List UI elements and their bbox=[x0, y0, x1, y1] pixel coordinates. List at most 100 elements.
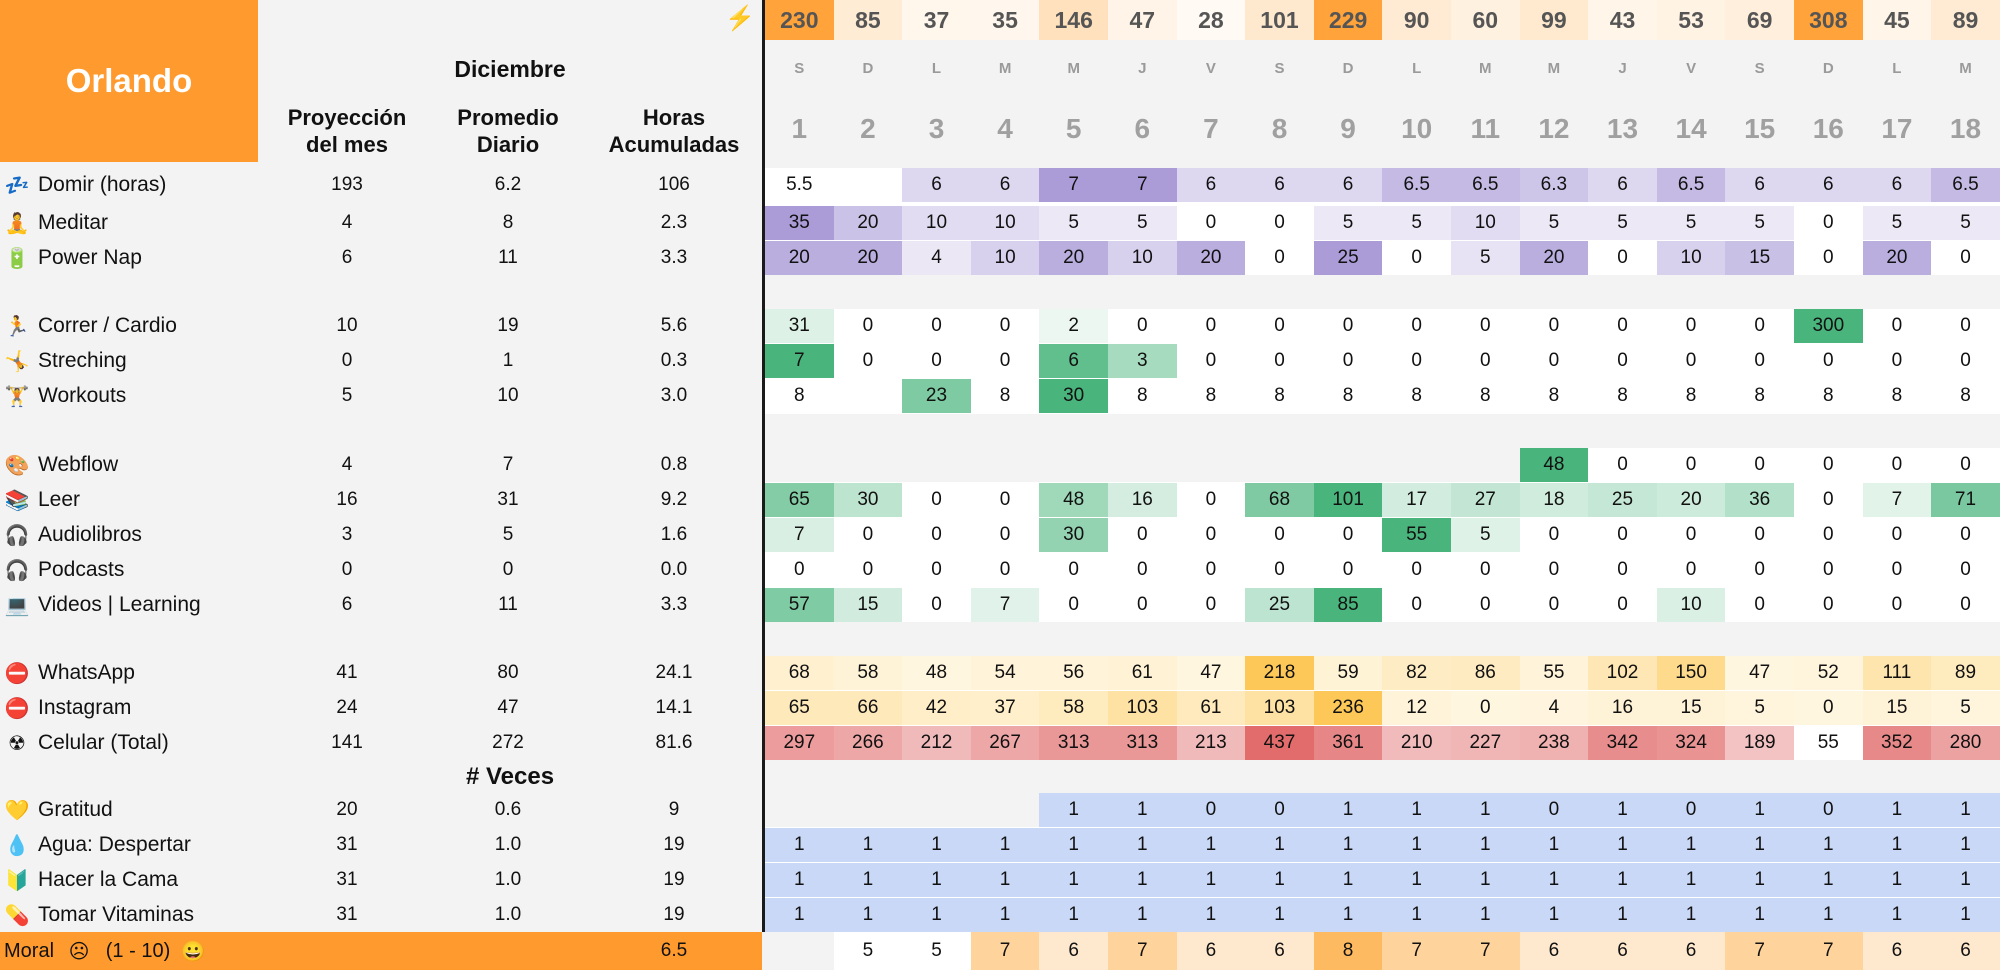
habit-cell[interactable] bbox=[765, 448, 834, 482]
habit-cell[interactable]: 0 bbox=[1108, 553, 1177, 587]
habit-cell[interactable]: 1 bbox=[765, 828, 834, 862]
daily-total-cell[interactable]: 308 bbox=[1794, 0, 1863, 40]
habit-cell[interactable]: 1 bbox=[970, 898, 1040, 932]
habit-cell[interactable]: 8 bbox=[1588, 379, 1657, 413]
habit-cell[interactable]: 1 bbox=[1313, 828, 1383, 862]
habit-cell[interactable] bbox=[1245, 448, 1314, 482]
habit-cell[interactable]: 5 bbox=[1519, 206, 1589, 240]
habit-cell[interactable]: 0 bbox=[970, 553, 1040, 587]
daily-average-value[interactable]: 19 bbox=[497, 315, 519, 336]
moral-cell[interactable]: 6 bbox=[1656, 932, 1726, 970]
habit-cell[interactable] bbox=[970, 448, 1040, 482]
user-name[interactable]: Orlando bbox=[65, 62, 193, 99]
projection-value[interactable]: 10 bbox=[336, 315, 358, 336]
habit-cell[interactable]: 10 bbox=[902, 206, 971, 240]
daily-average-value[interactable]: 0 bbox=[502, 559, 514, 580]
habit-cell[interactable]: 6 bbox=[1588, 168, 1657, 202]
habit-cell[interactable]: 8 bbox=[1656, 379, 1726, 413]
habit-cell[interactable]: 0 bbox=[1176, 206, 1246, 240]
habit-cell[interactable]: 6 bbox=[1039, 344, 1108, 378]
habit-cell[interactable]: 55 bbox=[1382, 518, 1451, 552]
habit-cell[interactable]: 23 bbox=[902, 379, 971, 413]
habit-cell[interactable]: 1 bbox=[833, 828, 903, 862]
habit-cell[interactable]: 20 bbox=[1656, 483, 1726, 517]
habit-cell[interactable]: 6 bbox=[1862, 168, 1932, 202]
habit-cell[interactable]: 227 bbox=[1451, 726, 1520, 760]
daily-total-cell[interactable]: 69 bbox=[1725, 0, 1794, 40]
habit-cell[interactable]: 0 bbox=[1519, 309, 1589, 343]
habit-cell[interactable]: 86 bbox=[1451, 656, 1520, 690]
accumulated-value[interactable]: 0.0 bbox=[660, 559, 688, 580]
row-label[interactable]: Hacer la Cama bbox=[38, 868, 179, 891]
habit-cell[interactable]: 20 bbox=[1039, 241, 1108, 275]
daily-total-cell[interactable]: 37 bbox=[902, 0, 971, 40]
habit-cell[interactable]: 0 bbox=[902, 553, 971, 587]
habit-cell[interactable]: 0 bbox=[1382, 309, 1451, 343]
row-label[interactable]: Tomar Vitaminas bbox=[38, 903, 195, 926]
habit-cell[interactable]: 20 bbox=[1519, 241, 1589, 275]
habit-cell[interactable]: 5 bbox=[1931, 206, 2000, 240]
projection-value[interactable]: 3 bbox=[341, 524, 353, 545]
moral-cell[interactable]: 6 bbox=[1176, 932, 1246, 970]
habit-cell[interactable]: 1 bbox=[1794, 863, 1863, 897]
habit-cell[interactable]: 0 bbox=[1245, 309, 1314, 343]
habit-cell[interactable]: 20 bbox=[833, 241, 903, 275]
habit-cell[interactable]: 102 bbox=[1588, 656, 1657, 690]
accumulated-value[interactable]: 9.2 bbox=[660, 489, 688, 510]
habit-cell[interactable]: 103 bbox=[1108, 691, 1177, 725]
habit-cell[interactable]: 10 bbox=[1656, 588, 1726, 622]
habit-cell[interactable]: 1 bbox=[1794, 828, 1863, 862]
habit-cell[interactable]: 1 bbox=[1039, 793, 1108, 827]
projection-value[interactable]: 6 bbox=[341, 594, 353, 615]
habit-cell[interactable]: 0 bbox=[1862, 309, 1932, 343]
habit-cell[interactable]: 5 bbox=[1862, 206, 1932, 240]
habit-cell[interactable]: 10 bbox=[970, 206, 1040, 240]
habit-cell[interactable]: 1 bbox=[1245, 828, 1314, 862]
projection-value[interactable]: 193 bbox=[331, 174, 363, 195]
habit-cell[interactable]: 0 bbox=[1725, 588, 1794, 622]
moral-cell[interactable]: 6 bbox=[1245, 932, 1314, 970]
habit-cell[interactable]: 5 bbox=[1451, 518, 1520, 552]
habit-cell[interactable]: 1 bbox=[1862, 898, 1932, 932]
daily-average-value[interactable]: 80 bbox=[497, 662, 519, 683]
projection-value[interactable]: 4 bbox=[341, 212, 353, 233]
habit-cell[interactable]: 0 bbox=[1725, 344, 1794, 378]
habit-cell[interactable]: 10 bbox=[970, 241, 1040, 275]
habit-cell[interactable]: 0 bbox=[1519, 553, 1589, 587]
projection-value[interactable]: 24 bbox=[336, 697, 358, 718]
accumulated-value[interactable]: 3.3 bbox=[660, 247, 688, 268]
habit-cell[interactable]: 18 bbox=[1519, 483, 1589, 517]
habit-cell[interactable]: 15 bbox=[1656, 691, 1726, 725]
row-label[interactable]: Gratitud bbox=[38, 798, 113, 821]
habit-cell[interactable]: 0 bbox=[1588, 309, 1657, 343]
habit-cell[interactable]: 0 bbox=[1725, 448, 1794, 482]
habit-cell[interactable]: 0 bbox=[902, 588, 971, 622]
habit-cell[interactable]: 313 bbox=[1108, 726, 1177, 760]
daily-total-cell[interactable]: 89 bbox=[1931, 0, 2000, 40]
habit-cell[interactable]: 0 bbox=[970, 309, 1040, 343]
header-proyeccion[interactable]: Proyección del mes bbox=[287, 105, 407, 157]
habit-cell[interactable]: 0 bbox=[1451, 344, 1520, 378]
accumulated-value[interactable]: 81.6 bbox=[655, 732, 693, 753]
habit-cell[interactable]: 2 bbox=[1039, 309, 1108, 343]
habit-cell[interactable]: 0 bbox=[1588, 553, 1657, 587]
habit-cell[interactable]: 4 bbox=[1519, 691, 1589, 725]
habit-cell[interactable]: 0 bbox=[765, 553, 834, 587]
daily-total-cell[interactable]: 101 bbox=[1245, 0, 1314, 40]
habit-cell[interactable]: 1 bbox=[1108, 863, 1177, 897]
row-label[interactable]: Streching bbox=[38, 349, 127, 372]
habit-cell[interactable] bbox=[1382, 448, 1451, 482]
habit-cell[interactable]: 25 bbox=[1313, 241, 1383, 275]
habit-cell[interactable]: 1 bbox=[1108, 793, 1177, 827]
habit-cell[interactable]: 47 bbox=[1725, 656, 1794, 690]
habit-cell[interactable]: 1 bbox=[1108, 828, 1177, 862]
habit-cell[interactable]: 8 bbox=[765, 379, 834, 413]
habit-cell[interactable]: 1 bbox=[902, 898, 971, 932]
habit-cell[interactable]: 1 bbox=[1588, 898, 1657, 932]
habit-cell[interactable]: 1 bbox=[1656, 863, 1726, 897]
habit-cell[interactable]: 1 bbox=[1176, 898, 1246, 932]
daily-total-cell[interactable]: 230 bbox=[765, 0, 834, 40]
habit-cell[interactable] bbox=[833, 793, 903, 827]
daily-average-value[interactable]: 11 bbox=[498, 594, 518, 615]
habit-cell[interactable]: 0 bbox=[1382, 241, 1451, 275]
